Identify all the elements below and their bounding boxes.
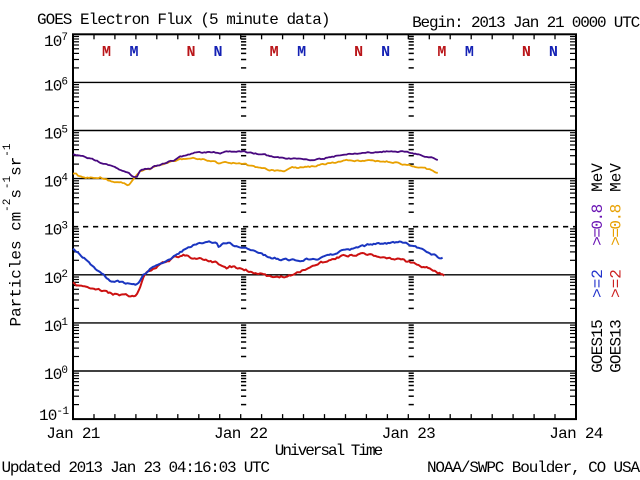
svg-text:NOAA/SWPC Boulder, CO USA: NOAA/SWPC Boulder, CO USA [427,459,640,477]
svg-text:GOES15: GOES15 [589,320,607,373]
svg-text:M: M [102,44,111,61]
svg-text:GOES13: GOES13 [608,320,626,373]
svg-text:Jan 22: Jan 22 [214,425,268,443]
svg-text:M: M [437,44,446,61]
svg-text:Updated 2013 Jan 23 04:16:03 U: Updated 2013 Jan 23 04:16:03 UTC [2,459,270,477]
svg-text:M: M [129,44,138,61]
svg-text:Universal Time: Universal Time [275,442,383,460]
svg-text:N: N [213,44,222,61]
svg-text:>=0.8: >=0.8 [589,204,607,245]
svg-text:>=2: >=2 [608,269,626,298]
svg-text:Jan 21: Jan 21 [46,425,100,443]
svg-text:M: M [297,44,306,61]
svg-text:M: M [270,44,279,61]
svg-text:MeV: MeV [589,163,607,192]
svg-text:N: N [354,44,363,61]
svg-text:N: N [381,44,390,61]
svg-text:Jan 23: Jan 23 [382,425,436,443]
svg-text:N: N [522,44,531,61]
svg-text:>=0.8: >=0.8 [608,204,626,245]
svg-text:M: M [465,44,474,61]
svg-text:N: N [549,44,558,61]
svg-text:MeV: MeV [608,163,626,192]
svg-text:Jan 24: Jan 24 [549,425,603,443]
svg-text:>=2: >=2 [589,269,607,298]
svg-text:Begin: 2013 Jan 21 0000 UTC: Begin: 2013 Jan 21 0000 UTC [412,14,639,32]
svg-text:N: N [186,44,195,61]
svg-text:GOES Electron Flux (5 minute d: GOES Electron Flux (5 minute data) [37,11,329,29]
